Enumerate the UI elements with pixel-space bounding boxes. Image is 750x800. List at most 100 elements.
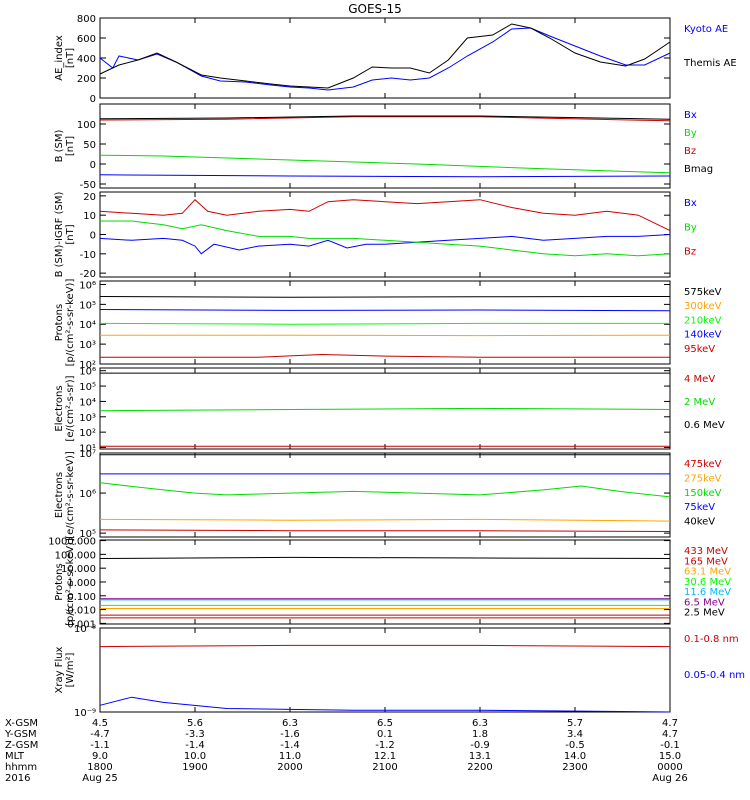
x-axis-value: 1900 [182,762,207,773]
x-axis-value: 4.7 [662,718,678,729]
legend-entry: 575keV [684,287,722,298]
series-line-bx [99,174,671,178]
legend-entry: 63.1 MeV [684,567,731,578]
series-line-140kev [99,309,671,312]
y-tick-label: 10² [79,360,96,371]
panel-4: 10² 10³ 10⁴ 10⁵ 10⁶ Protons [p/(cm²-s-sr-keV)]… [54,279,722,371]
series-line-475kev [99,529,671,532]
panel-8: 10⁻⁹ 10⁻⁸ Xray Flux [W/m²] 0.1-0.8 nm 0.05-0.… [54,624,745,719]
panel-7: 0.001 0.010 0.100 1.000 10.000 100.000 1000.00… [48,537,731,631]
x-axis-value: 6.5 [377,718,393,729]
x-axis-value: 3.4 [567,729,583,740]
x-axis-value: 4.7 [662,729,678,740]
x-axis-value: Aug 26 [652,773,687,784]
y-tick-label: 0.100 [67,592,96,603]
legend-entry: 165 MeV [684,556,728,567]
x-axis-value: -3.3 [185,729,205,740]
y-axis-label: Electrons [54,472,65,518]
y-tick-label: -20 [80,269,96,280]
y-tick-label: 0 [90,94,96,105]
y-tick-label: 10³ [79,413,96,424]
y-axis-label: Electrons [54,385,65,431]
series-line-bx [99,234,671,255]
series-line-2-5-mev [99,556,671,559]
x-axis-row-label: X-GSM [5,718,38,729]
legend-entry: Bz [684,247,696,258]
legend-entry: By [684,128,697,139]
series-line-575kev [99,296,671,298]
legend-entry: 0.05-0.4 nm [684,670,745,681]
x-axis-value: -4.7 [90,729,110,740]
x-axis-value: 1.8 [472,729,488,740]
panel-3: -20 -10 0 10 20 B (SM)-IGRF (SM) [nT] Bx By Bz [54,191,697,280]
x-axis-value: 2000 [277,762,302,773]
x-axis-value: 5.6 [187,718,203,729]
x-axis-value: -1.1 [90,740,110,751]
series-line-95kev [100,353,670,358]
x-axis-value: 1800 [87,762,112,773]
legend-entry: Themis AE [683,58,737,69]
y-axis-label: B (SM) [54,129,65,162]
x-axis-value: 5.7 [567,718,583,729]
y-tick-label: 10.000 [61,564,96,575]
legend-entry: 95keV [684,344,715,355]
y-tick-label: 10 [83,211,96,222]
x-axis-value: 0.1 [377,729,393,740]
x-axis-value: 12.1 [374,751,396,762]
x-axis-row-label: 2016 [5,773,30,784]
y-tick-label: 10⁶ [79,489,96,500]
y-axis-label: [p/(cm²-s-sr-keV)] [65,279,76,367]
x-axis-value: -1.6 [280,729,300,740]
y-tick-label: 50 [83,140,96,151]
y-tick-label: 10⁵ [79,529,96,540]
y-axis-label: [e/(cm²-s-sr-keV)] [65,451,76,539]
x-axis-value: -1.4 [280,740,300,751]
panel-6: 10⁵ 10⁶ 10⁷ Electrons [e/(cm²-s-sr-keV)] 475k… [54,449,722,540]
series-line-2-mev [99,407,671,412]
x-axis-value: -1.2 [375,740,395,751]
series-line-0-1-0-8-nm [99,644,671,648]
y-axis-label: [nT] [65,136,76,156]
series-line-bmag [99,115,671,120]
y-tick-label: 10⁻⁹ [74,708,96,719]
y-axis-label: Protons [54,304,65,341]
y-axis-label: [p/(cm²-s-sr-keV)] [65,538,76,626]
series-line-bz [99,116,671,122]
y-axis-label: [nT] [65,224,76,244]
series-line-210kev [99,322,670,325]
y-tick-label: 10⁵ [79,382,96,393]
legend-entry: Bx [684,198,697,209]
y-tick-label: 10³ [79,340,96,351]
y-axis-label: B (SM)-IGRF (SM) [54,192,65,278]
y-tick-label: 10⁵ [79,300,96,311]
y-tick-label: 200 [77,74,96,85]
x-axis-value: -0.5 [565,740,585,751]
plot-title: GOES-15 [348,2,402,16]
legend-entry: 275keV [684,473,722,484]
panel-1: 0 200 400 600 800 AE_index [nT] Kyoto AE Themis … [54,14,737,105]
y-tick-label: 10² [79,428,96,439]
y-axis-label: Protons [54,563,65,600]
y-tick-label: 0.010 [67,606,96,617]
legend-entry: 11.6 MeV [684,587,731,598]
x-axis-value: 4.5 [92,718,108,729]
y-axis-label: [nT] [65,48,76,68]
legend-entry: 475keV [684,459,722,470]
legend-entry: Bz [684,146,696,157]
y-tick-label: 400 [77,54,96,65]
legend-entry: 0.1-0.8 nm [684,634,739,645]
x-axis-value: 14.0 [564,751,586,762]
series-line-0-05-0-4-nm [99,696,671,713]
y-tick-label: 0 [90,160,96,171]
x-axis-value: 11.0 [279,751,301,762]
panel-frame [99,539,671,625]
y-tick-label: 800 [77,14,96,25]
series-line-bz [99,198,671,232]
y-tick-label: -10 [80,250,96,261]
x-axis-value: 2100 [372,762,397,773]
series-line-kyoto-ae [99,27,671,91]
x-axis-value: 10.0 [184,751,206,762]
legend-entry: 210keV [684,315,722,326]
y-axis-label: [e/(cm²-s-sr)] [65,375,76,441]
